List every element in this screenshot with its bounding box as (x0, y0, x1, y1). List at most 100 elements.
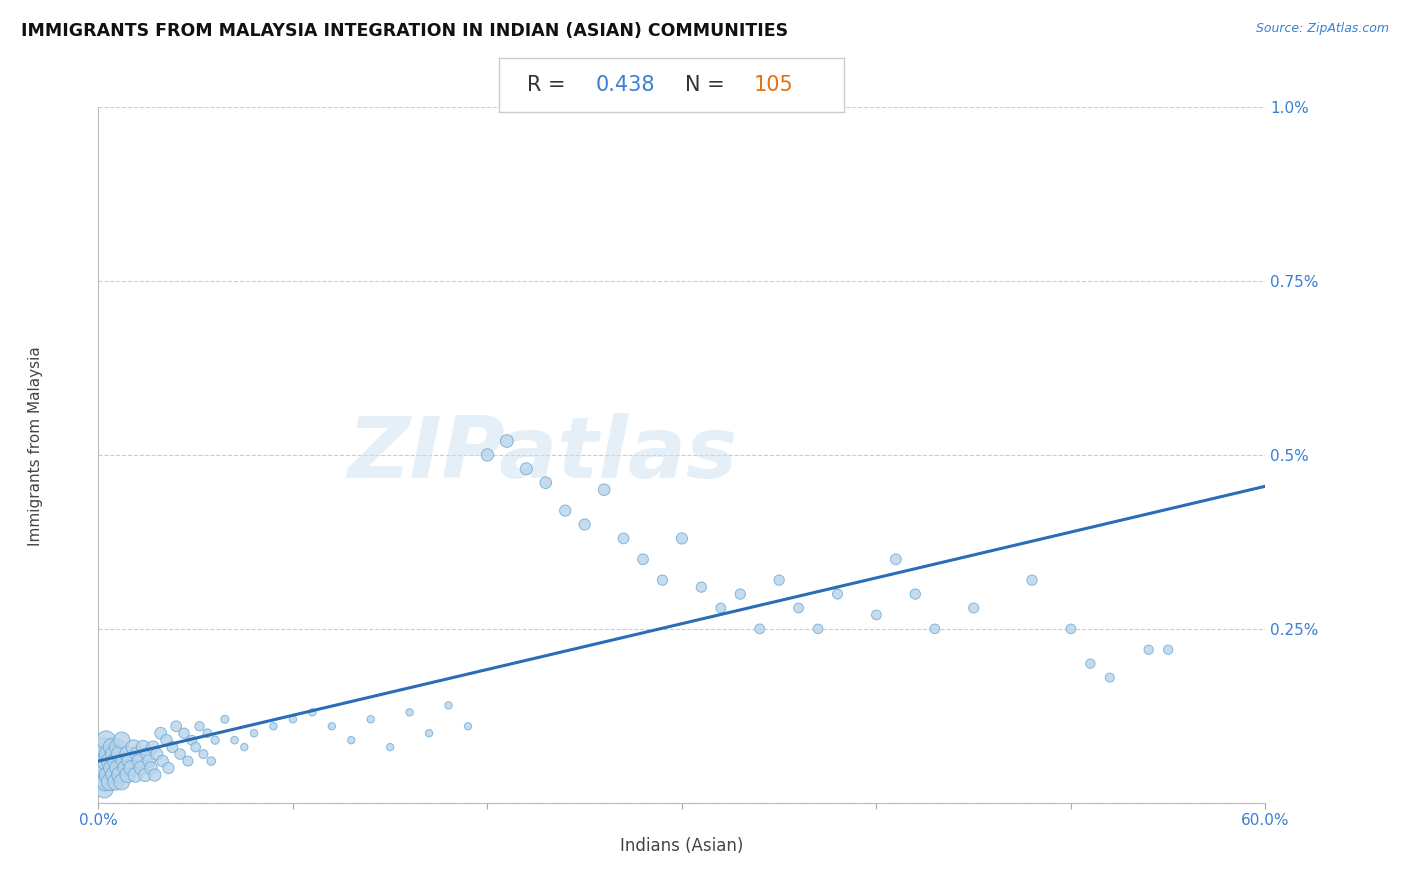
Text: 105: 105 (754, 75, 794, 95)
Point (281, 712, 304, 726)
Point (593, 483, 616, 497)
Point (200, 754, 222, 768)
Text: N =: N = (685, 75, 731, 95)
Point (112, 754, 135, 768)
Text: Immigrants from Malaysia: Immigrants from Malaysia (28, 346, 42, 546)
Point (193, 747, 215, 761)
Point (1137, 642, 1160, 657)
Point (671, 532, 693, 546)
Point (111, 733, 134, 747)
Point (97, 768, 120, 782)
Point (93, 740, 115, 755)
Point (904, 587, 927, 601)
Point (177, 754, 200, 768)
Point (124, 768, 146, 782)
Point (612, 532, 634, 546)
Point (188, 719, 211, 733)
Point (101, 740, 124, 755)
Point (108, 747, 131, 761)
Point (117, 747, 139, 761)
Point (924, 622, 946, 636)
Point (204, 733, 226, 747)
Point (690, 580, 713, 594)
Point (103, 747, 125, 761)
Point (98, 754, 121, 768)
Point (122, 740, 145, 755)
Point (97, 747, 120, 761)
Point (142, 740, 165, 755)
Point (495, 434, 517, 448)
Point (103, 768, 125, 782)
Point (224, 733, 246, 747)
Point (398, 706, 420, 720)
Point (139, 761, 162, 775)
Point (180, 733, 202, 747)
Point (651, 573, 673, 587)
Point (554, 503, 576, 517)
Point (93, 781, 115, 796)
Point (162, 740, 184, 755)
Point (138, 754, 160, 768)
Point (321, 719, 343, 733)
Point (962, 601, 984, 615)
Text: R =: R = (527, 75, 572, 95)
X-axis label: Indians (Asian): Indians (Asian) (620, 837, 744, 855)
Point (152, 754, 174, 768)
Point (378, 740, 402, 755)
Point (157, 761, 180, 775)
Point (787, 601, 810, 615)
Point (96, 754, 118, 768)
Text: 0.438: 0.438 (596, 75, 655, 95)
Point (118, 754, 141, 768)
Point (301, 706, 323, 720)
Point (165, 719, 187, 733)
Point (827, 587, 849, 601)
Point (101, 761, 124, 775)
Point (865, 607, 887, 622)
Point (768, 573, 790, 587)
Point (515, 462, 537, 476)
Point (262, 719, 284, 733)
Text: IMMIGRANTS FROM MALAYSIA INTEGRATION IN INDIAN (ASIAN) COMMUNITIES: IMMIGRANTS FROM MALAYSIA INTEGRATION IN … (21, 22, 789, 40)
Point (91, 747, 114, 761)
Text: ZIPatlas: ZIPatlas (347, 413, 737, 497)
Point (104, 775, 127, 789)
Point (91, 775, 114, 789)
Point (96, 733, 118, 747)
Point (748, 622, 770, 636)
Point (1021, 573, 1043, 587)
Point (108, 768, 131, 782)
Point (143, 768, 166, 782)
Point (98, 775, 121, 789)
Point (1060, 622, 1083, 636)
Point (149, 726, 172, 740)
Point (173, 726, 195, 740)
Point (477, 448, 499, 462)
Text: Source: ZipAtlas.com: Source: ZipAtlas.com (1256, 22, 1389, 36)
Point (134, 768, 156, 782)
Point (104, 754, 127, 768)
Point (360, 712, 382, 726)
Point (807, 622, 830, 636)
Point (89, 761, 111, 775)
Point (107, 740, 129, 755)
Point (169, 747, 191, 761)
Point (710, 601, 733, 615)
Point (117, 768, 139, 782)
Point (457, 719, 479, 733)
Point (214, 712, 236, 726)
Point (132, 740, 155, 755)
Point (233, 740, 256, 755)
Point (184, 740, 207, 755)
Point (1098, 671, 1121, 685)
Point (884, 552, 907, 566)
Point (631, 552, 654, 566)
Point (155, 733, 177, 747)
Point (127, 747, 149, 761)
Point (730, 587, 752, 601)
Point (1080, 657, 1102, 671)
Point (574, 517, 596, 532)
Point (129, 761, 152, 775)
Point (1157, 642, 1180, 657)
Point (107, 761, 129, 775)
